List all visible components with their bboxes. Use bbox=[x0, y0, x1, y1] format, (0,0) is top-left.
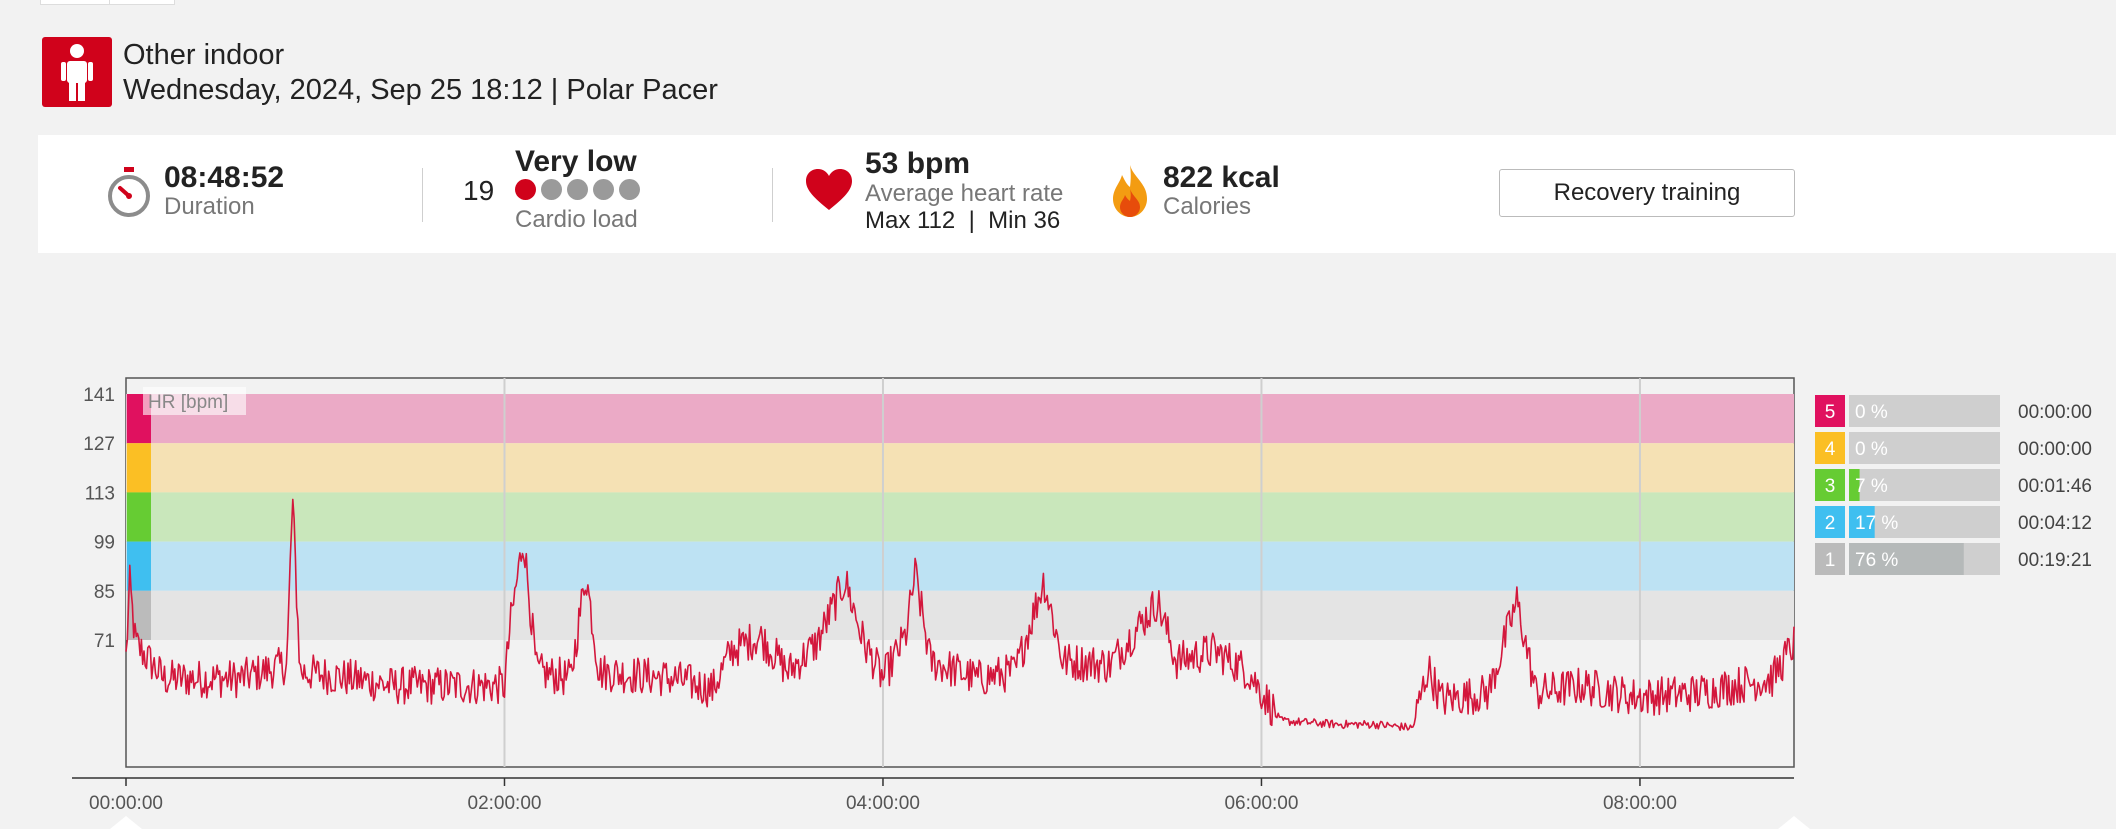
cardio-load-dots bbox=[515, 179, 640, 200]
cardio-dot bbox=[515, 179, 536, 200]
zone-4-legend-row: 4 0 % 00:00:00 bbox=[1815, 432, 2092, 464]
hr-min-max: Max 112 | Min 36 bbox=[865, 207, 1061, 234]
flame-icon bbox=[1113, 165, 1147, 217]
y-axis-ticks: 141 127 113 99 85 71 bbox=[83, 385, 115, 652]
training-benefit-button[interactable]: Recovery training bbox=[1499, 169, 1795, 217]
zone-3-legend-row: 3 7 % 00:01:46 bbox=[1815, 469, 2092, 501]
zone-5-band bbox=[126, 394, 1794, 444]
y-tick-label: 99 bbox=[94, 533, 115, 554]
range-handle-left[interactable] bbox=[110, 816, 142, 829]
y-tick-label: 113 bbox=[85, 483, 115, 504]
zone-number-tab bbox=[1815, 469, 1845, 501]
x-tick-label: 00:00:00 bbox=[89, 793, 163, 814]
zone-legend: 5 0 % 00:00:00 4 0 % 00:00:00 3 7 % 00:01:46 2 17 … bbox=[1815, 395, 2092, 575]
zone-bar-fill bbox=[1849, 543, 1964, 575]
zone-time: 00:04:12 bbox=[2018, 513, 2092, 534]
hr-series-line[interactable] bbox=[125, 498, 1795, 732]
zone-2-legend-row: 2 17 % 00:04:12 bbox=[1815, 506, 2092, 538]
zone-number-tab bbox=[1815, 432, 1845, 464]
cardio-dot bbox=[593, 179, 614, 200]
zone-4-band bbox=[126, 443, 1794, 493]
zone-number-tab bbox=[1815, 543, 1845, 575]
person-icon bbox=[61, 44, 93, 101]
zone-1-marker bbox=[127, 590, 151, 640]
series-label-bg bbox=[143, 387, 246, 415]
zone-number: 5 bbox=[1825, 402, 1836, 423]
series-label: HR [bpm] bbox=[148, 392, 228, 413]
divider bbox=[772, 168, 773, 222]
calories-label: Calories bbox=[1163, 193, 1252, 220]
y-tick-label: 71 bbox=[94, 631, 115, 652]
zone-number: 3 bbox=[1825, 476, 1836, 497]
zone-3-marker bbox=[127, 492, 151, 542]
sport-title: Other indoor bbox=[123, 39, 285, 71]
zone-number: 2 bbox=[1825, 513, 1836, 534]
x-tick-label: 04:00:00 bbox=[846, 793, 920, 814]
cardio-load-level: Very low bbox=[515, 145, 637, 178]
zone-bar-track bbox=[1849, 432, 2000, 464]
heart-icon bbox=[806, 169, 852, 210]
vertical-gridlines bbox=[503, 378, 1641, 767]
zone-percent: 7 % bbox=[1855, 476, 1888, 497]
zone-number-tab bbox=[1815, 506, 1845, 538]
duration-label: Duration bbox=[164, 193, 255, 220]
avg-hr-label: Average heart rate bbox=[865, 180, 1064, 207]
zone-bands bbox=[126, 394, 1794, 640]
cardio-dot bbox=[567, 179, 588, 200]
zone-bar-track bbox=[1849, 469, 2000, 501]
zone-time: 00:00:00 bbox=[2018, 402, 2092, 423]
session-subtitle: Wednesday, 2024, Sep 25 18:12 | Polar Pa… bbox=[123, 74, 718, 106]
cardio-dot bbox=[541, 179, 562, 200]
x-axis-ticks: 00:00:00 02:00:00 04:00:00 06:00:00 08:00:00 bbox=[89, 778, 1677, 814]
duration-value: 08:48:52 bbox=[164, 161, 285, 194]
zone-time: 00:00:00 bbox=[2018, 439, 2092, 460]
range-handle-right[interactable] bbox=[1778, 816, 1810, 829]
zone-tabs bbox=[127, 394, 151, 640]
zone-bar-track bbox=[1849, 395, 2000, 427]
y-tick-label: 141 bbox=[83, 385, 115, 406]
heart-rate-chart[interactable]: 141 127 113 99 85 71 00:00:00 02:00:00 04:00:00… bbox=[0, 370, 2116, 829]
zone-3-band bbox=[126, 492, 1794, 542]
stopwatch-icon bbox=[108, 167, 150, 217]
cardio-dot bbox=[619, 179, 640, 200]
zone-time: 00:19:21 bbox=[2018, 550, 2092, 571]
summary-bar: 08:48:52 Duration 19 Very low Cardio loa… bbox=[38, 135, 2116, 253]
zone-time: 00:01:46 bbox=[2018, 476, 2092, 497]
zone-4-marker bbox=[127, 443, 151, 493]
x-tick-label: 08:00:00 bbox=[1603, 793, 1677, 814]
x-tick-label: 06:00:00 bbox=[1224, 793, 1298, 814]
zone-number: 4 bbox=[1825, 439, 1836, 460]
zone-2-band bbox=[126, 541, 1794, 591]
zone-percent: 0 % bbox=[1855, 439, 1888, 460]
zone-percent: 17 % bbox=[1855, 513, 1898, 534]
x-tick-label: 02:00:00 bbox=[468, 793, 542, 814]
cardio-load-label: Cardio load bbox=[515, 206, 638, 233]
calories-value: 822 kcal bbox=[1163, 161, 1280, 194]
y-tick-label: 85 bbox=[94, 582, 115, 603]
zone-5-legend-row: 5 0 % 00:00:00 bbox=[1815, 395, 2092, 427]
zone-number-tab bbox=[1815, 395, 1845, 427]
zone-1-legend-row: 1 76 % 00:19:21 bbox=[1815, 543, 2092, 575]
zone-1-band bbox=[126, 590, 1794, 640]
cardio-load-value: 19 bbox=[463, 175, 495, 206]
zone-bar-fill bbox=[1849, 506, 1875, 538]
divider bbox=[422, 168, 423, 222]
top-tab-stub bbox=[40, 0, 175, 5]
y-tick-label: 127 bbox=[83, 434, 115, 455]
avg-hr-value: 53 bpm bbox=[865, 147, 971, 180]
sport-badge bbox=[42, 37, 112, 107]
zone-bar-fill bbox=[1849, 469, 1860, 501]
zone-percent: 76 % bbox=[1855, 550, 1898, 571]
zone-percent: 0 % bbox=[1855, 402, 1888, 423]
zone-number: 1 bbox=[1825, 550, 1836, 571]
